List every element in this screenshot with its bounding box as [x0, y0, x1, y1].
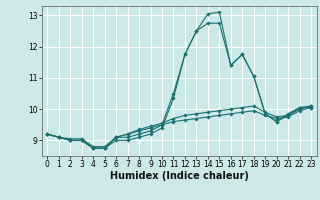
X-axis label: Humidex (Indice chaleur): Humidex (Indice chaleur)	[110, 171, 249, 181]
